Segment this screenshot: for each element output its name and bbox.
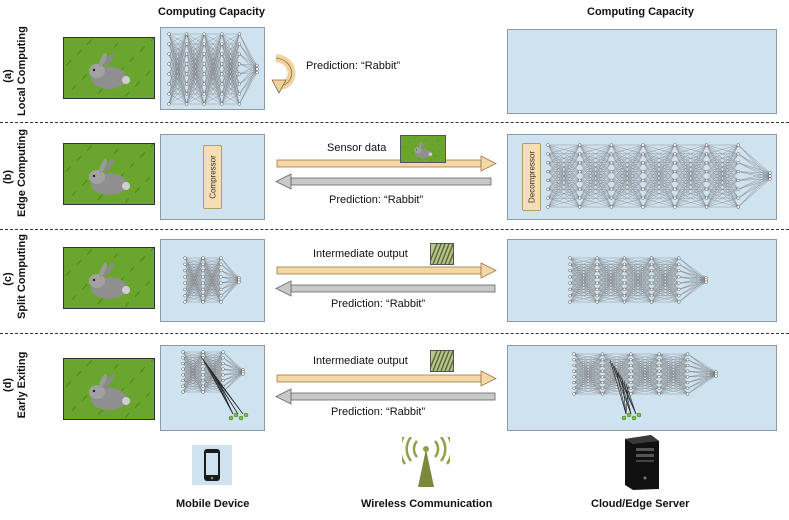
local-dnn-network (167, 32, 259, 106)
sensor-data-thumbnail (400, 135, 446, 163)
right-capacity-header: Computing Capacity (587, 6, 694, 18)
prediction-label-b: Prediction: “Rabbit” (329, 194, 424, 206)
rabbit-photo (63, 143, 155, 205)
intermediate-output-thumbnail (430, 350, 454, 372)
row-name: Split Computing (16, 234, 28, 319)
row-label-d: (d) Early Exiting (1, 345, 31, 425)
mobile-capacity-panel-c (160, 239, 265, 322)
mobile-capacity-panel-d (160, 345, 265, 431)
server-capacity-panel-b: Decompressor (507, 134, 777, 220)
upload-arrow (276, 262, 497, 279)
cloud-edge-server-label: Cloud/Edge Server (591, 498, 690, 510)
server-tower-icon (621, 433, 661, 491)
row-label-a: (a) Local Computing (1, 26, 31, 116)
prediction-label-c: Prediction: “Rabbit” (331, 298, 426, 310)
upload-label-d: Intermediate output (313, 355, 408, 367)
rabbit-photo (63, 247, 155, 309)
server-capacity-panel-c (507, 239, 777, 322)
smartphone-icon (192, 445, 232, 485)
upload-arrow (276, 155, 497, 172)
wireless-communication-label: Wireless Communication (361, 498, 493, 510)
head-dnn-network (183, 256, 241, 304)
server-capacity-panel-a (507, 29, 777, 114)
upload-arrow (276, 370, 497, 387)
row-separator (0, 229, 789, 230)
download-arrow (275, 173, 492, 190)
compressor-label: Compressor (208, 155, 217, 199)
row-tag: (b) (2, 169, 14, 185)
upload-label-c: Intermediate output (313, 248, 408, 260)
server-dnn-network (546, 143, 772, 209)
row-separator (0, 333, 789, 334)
row-label-b: (b) Edge Computing (1, 129, 31, 217)
antenna-icon (402, 437, 450, 489)
row-label-c: (c) Split Computing (1, 234, 31, 319)
row-tag: (d) (2, 377, 14, 393)
tail-dnn-network (568, 256, 708, 304)
row-separator (0, 122, 789, 123)
compressor-box: Compressor (203, 145, 222, 209)
curved-arrow-icon (271, 54, 296, 94)
rabbit-photo (63, 37, 155, 99)
rabbit-photo (63, 358, 155, 420)
mobile-device-label: Mobile Device (176, 498, 250, 510)
row-tag: (c) (2, 272, 14, 286)
row-name: Early Exiting (16, 351, 28, 419)
early-exit-head-network (181, 350, 249, 421)
download-arrow (275, 388, 496, 405)
decompressor-box: Decompressor (522, 143, 541, 211)
upload-label-b: Sensor data (327, 142, 387, 154)
intermediate-output-thumbnail (430, 243, 454, 265)
row-name: Edge Computing (16, 129, 28, 217)
server-capacity-panel-d (507, 345, 777, 431)
mobile-capacity-panel-a (160, 27, 265, 110)
mobile-capacity-panel-b: Compressor (160, 134, 265, 220)
row-tag: (a) (2, 69, 14, 83)
prediction-label-a: Prediction: “Rabbit” (306, 60, 401, 72)
early-exit-tail-network (572, 352, 718, 421)
row-name: Local Computing (16, 26, 28, 116)
left-capacity-header: Computing Capacity (158, 6, 265, 18)
prediction-label-d: Prediction: “Rabbit” (331, 406, 426, 418)
download-arrow (275, 280, 496, 297)
